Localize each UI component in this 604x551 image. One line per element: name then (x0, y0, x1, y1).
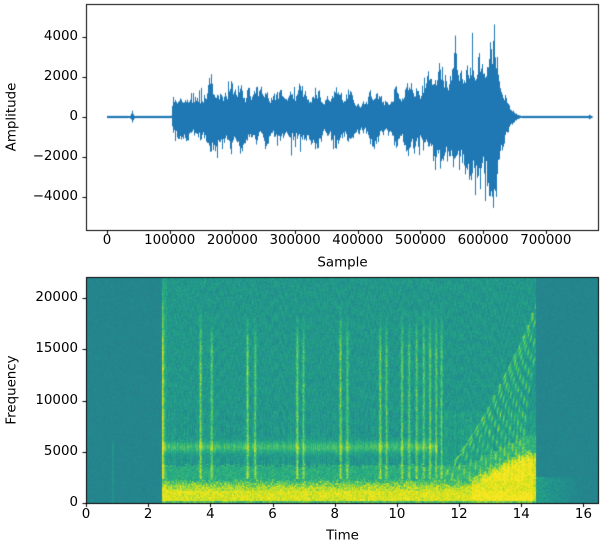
plots-canvas (0, 0, 604, 551)
figure: Sample Amplitude Time Frequency 0 100000 2… (0, 0, 604, 551)
